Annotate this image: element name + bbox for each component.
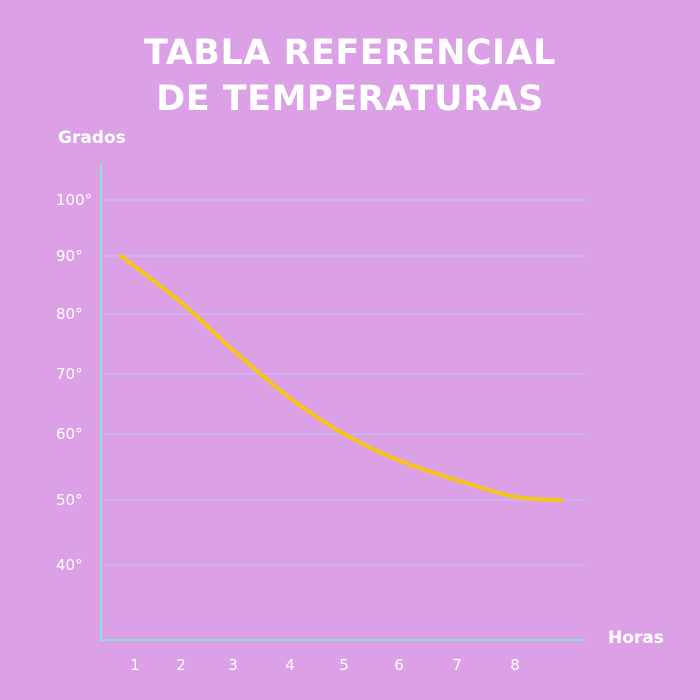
y-tick-label: 50° [56, 491, 83, 509]
series-layer [119, 254, 564, 502]
x-tick-label: 8 [510, 656, 520, 674]
x-tick-label: 3 [228, 656, 238, 674]
x-tick-label: 1 [130, 656, 140, 674]
y-tick-label: 100° [56, 191, 92, 209]
x-tick-label: 4 [285, 656, 295, 674]
tick-labels: 100° 90° 80° 70° 60° 50° 40° 1 2 3 4 5 6 7 8 [56, 191, 520, 674]
chart-title-line-1: TABLA REFERENCIAL [144, 33, 556, 73]
grid-lines [100, 199, 586, 566]
axes [100, 163, 586, 641]
x-tick-label: 6 [394, 656, 404, 674]
chart-title-line-2: DE TEMPERATURAS [156, 79, 544, 119]
y-tick-label: 40° [56, 556, 83, 574]
x-tick-label: 2 [176, 656, 186, 674]
x-axis-label: Horas [608, 628, 664, 648]
y-tick-label: 90° [56, 247, 83, 265]
y-tick-label: 60° [56, 425, 83, 443]
temperature-series-line [119, 254, 564, 502]
x-tick-label: 7 [452, 656, 462, 674]
x-tick-label: 5 [339, 656, 349, 674]
y-axis-label: Grados [58, 128, 126, 148]
y-tick-label: 80° [56, 305, 83, 323]
chart-title: TABLA REFERENCIAL DE TEMPERATURAS [0, 30, 700, 122]
y-tick-label: 70° [56, 365, 83, 383]
